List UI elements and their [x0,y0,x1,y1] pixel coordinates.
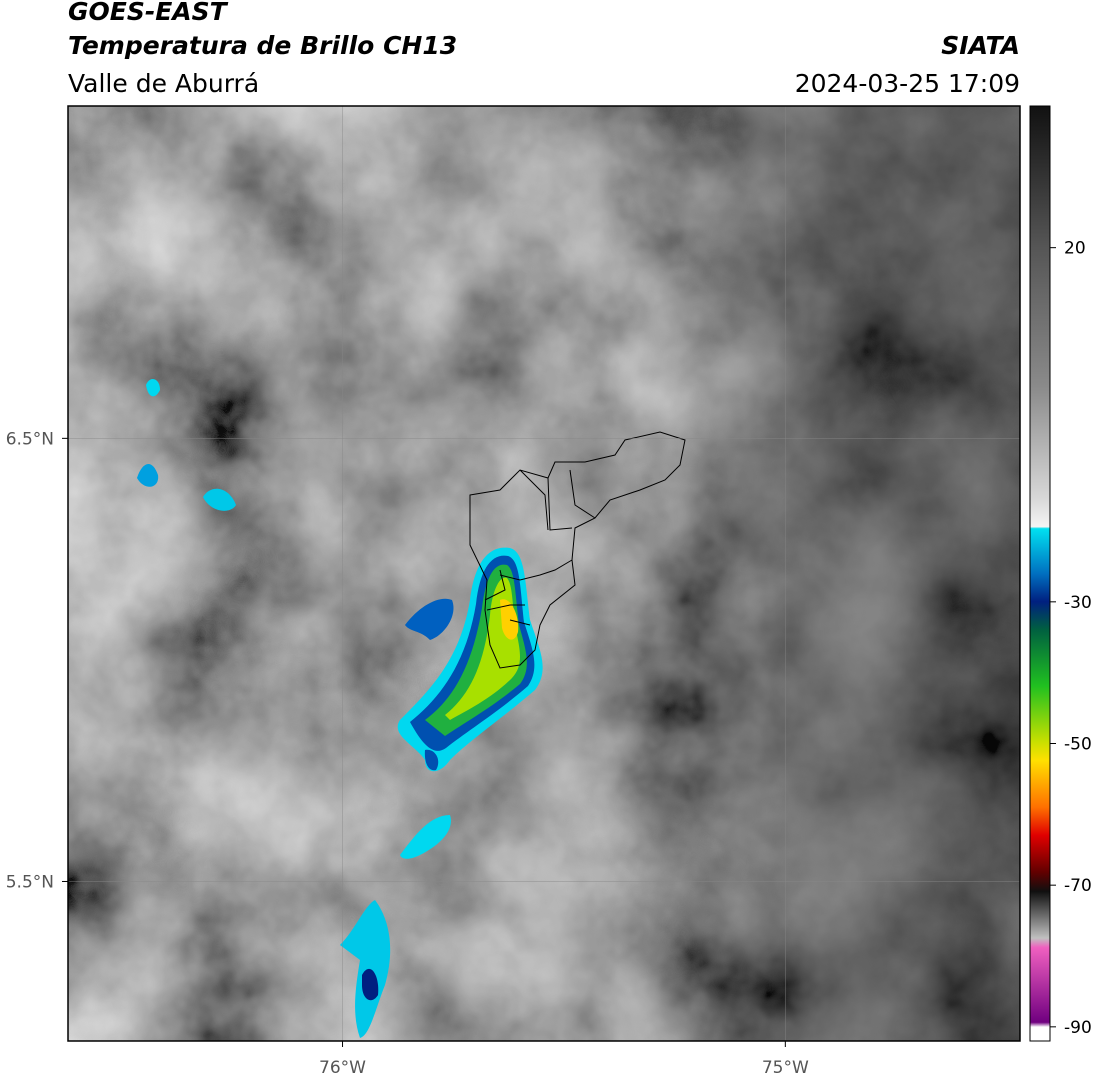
colorbar [1029,105,1051,1042]
region: Valle de Aburrá [68,69,259,98]
colorbar-tick-label: 20 [1064,239,1086,259]
source: SIATA [941,31,1020,60]
y-tick-label: 5.5°N [6,872,54,892]
colorbar-tick-label: -30 [1064,593,1092,613]
map-frame [67,105,1021,1042]
subtitle: Temperatura de Brillo CH13 [68,31,457,60]
datetime: 2024-03-25 17:09 [795,69,1020,98]
cold-cloud-tops [137,378,543,1038]
y-tick-label: 6.5°N [6,429,54,449]
x-tick-label: 75°W [762,1058,809,1078]
x-tick-label: 76°W [319,1058,366,1078]
colorbar-tick-label: -90 [1064,1018,1092,1038]
title: GOES-EAST [68,0,229,26]
municipality-boundaries [469,431,686,669]
colorbar-tick-label: -50 [1064,735,1092,755]
colorbar-tick-label: -70 [1064,876,1092,896]
satellite-image [68,106,1020,1041]
